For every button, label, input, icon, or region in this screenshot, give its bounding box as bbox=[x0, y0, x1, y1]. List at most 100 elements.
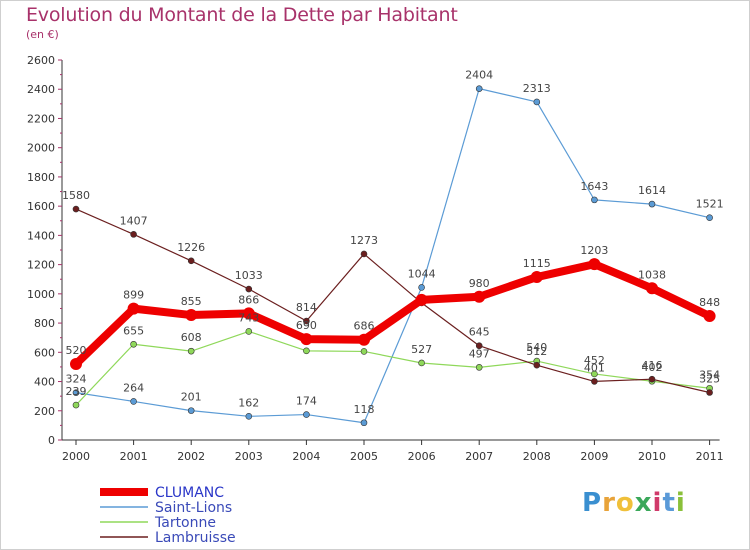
data-label: 743 bbox=[238, 311, 259, 324]
data-label: 686 bbox=[354, 320, 375, 333]
data-point bbox=[130, 231, 137, 238]
series-line-clumanc bbox=[72, 260, 714, 368]
data-label: 325 bbox=[699, 373, 720, 386]
legend-label: CLUMANC bbox=[155, 485, 224, 501]
data-label: 239 bbox=[66, 385, 87, 398]
data-point bbox=[703, 310, 716, 323]
data-point bbox=[360, 250, 368, 258]
data-label: 1521 bbox=[696, 198, 724, 211]
data-label: 162 bbox=[238, 396, 259, 409]
data-point bbox=[70, 358, 82, 370]
data-point bbox=[72, 205, 80, 213]
y-tick-label: 2600 bbox=[27, 54, 55, 67]
data-point bbox=[187, 347, 195, 355]
x-tick-label: 2008 bbox=[523, 450, 551, 463]
data-label: 608 bbox=[181, 331, 202, 344]
data-label: 855 bbox=[181, 295, 202, 308]
x-tick-label: 2011 bbox=[696, 450, 724, 463]
data-point bbox=[360, 348, 368, 355]
data-label: 1033 bbox=[235, 269, 263, 282]
data-point bbox=[358, 333, 370, 346]
y-tick-label: 1000 bbox=[27, 288, 55, 301]
data-point bbox=[706, 389, 713, 396]
legend-label: Tartonne bbox=[154, 515, 216, 531]
data-point bbox=[245, 413, 253, 420]
data-point bbox=[706, 214, 713, 221]
data-point bbox=[72, 389, 80, 396]
data-point bbox=[475, 85, 483, 92]
proxiti-logo: Proxiti bbox=[582, 488, 686, 518]
data-point bbox=[303, 347, 310, 355]
series-line-tartonne bbox=[75, 330, 711, 406]
x-tick-label: 2006 bbox=[408, 450, 436, 463]
data-label: 814 bbox=[296, 301, 317, 314]
data-label: 1044 bbox=[408, 267, 436, 280]
series-line-saint-lions bbox=[75, 88, 711, 424]
y-tick-label: 1400 bbox=[27, 229, 55, 242]
data-point bbox=[360, 419, 368, 427]
data-point bbox=[473, 290, 486, 303]
data-point bbox=[303, 411, 310, 418]
data-point bbox=[245, 328, 253, 335]
data-point bbox=[300, 333, 313, 346]
data-point bbox=[185, 309, 198, 322]
data-label: 899 bbox=[123, 289, 144, 302]
data-label: 324 bbox=[66, 373, 87, 386]
data-label: 540 bbox=[526, 341, 547, 354]
data-label: 2404 bbox=[465, 69, 493, 82]
data-point bbox=[187, 257, 195, 265]
data-label: 264 bbox=[123, 381, 144, 394]
data-point bbox=[591, 196, 598, 204]
y-tick-label: 800 bbox=[34, 317, 55, 330]
data-label: 118 bbox=[354, 403, 375, 416]
data-label: 416 bbox=[642, 359, 663, 372]
data-point bbox=[591, 370, 598, 378]
x-tick-label: 2002 bbox=[177, 450, 205, 463]
data-point bbox=[475, 342, 483, 350]
x-tick-label: 2007 bbox=[465, 450, 493, 463]
data-label: 520 bbox=[66, 344, 87, 357]
y-tick-label: 0 bbox=[48, 434, 55, 447]
data-point bbox=[530, 271, 543, 284]
y-tick-label: 200 bbox=[34, 405, 55, 418]
data-label: 1038 bbox=[638, 268, 666, 281]
data-point bbox=[245, 285, 253, 293]
data-label: 2313 bbox=[523, 82, 551, 95]
data-label: 1115 bbox=[523, 257, 551, 270]
data-point bbox=[588, 258, 601, 271]
data-label: 1580 bbox=[62, 189, 90, 202]
data-label: 401 bbox=[584, 361, 605, 374]
x-tick-label: 2000 bbox=[62, 450, 90, 463]
data-point bbox=[533, 361, 541, 369]
data-point bbox=[72, 401, 80, 409]
x-tick-label: 2009 bbox=[580, 450, 608, 463]
x-tick-label: 2005 bbox=[350, 450, 378, 463]
data-point bbox=[591, 378, 598, 385]
data-label: 1226 bbox=[177, 241, 205, 254]
data-label: 848 bbox=[699, 296, 720, 309]
y-tick-label: 600 bbox=[34, 346, 55, 359]
y-tick-label: 2200 bbox=[27, 112, 55, 125]
data-point bbox=[130, 340, 137, 348]
y-tick-label: 400 bbox=[34, 376, 55, 389]
data-label: 866 bbox=[238, 293, 259, 306]
x-tick-label: 2001 bbox=[120, 450, 148, 463]
data-label: 497 bbox=[469, 347, 490, 360]
data-label: 1407 bbox=[120, 214, 148, 227]
series-line-lambruisse bbox=[75, 208, 711, 394]
data-label: 980 bbox=[469, 277, 490, 290]
data-point bbox=[187, 407, 195, 414]
data-label: 452 bbox=[584, 354, 605, 367]
data-point bbox=[130, 398, 137, 405]
data-point bbox=[648, 200, 656, 208]
data-point bbox=[418, 284, 425, 291]
data-point bbox=[127, 302, 140, 315]
data-label: 354 bbox=[699, 368, 720, 381]
data-label: 690 bbox=[296, 319, 317, 332]
data-label: 1203 bbox=[580, 244, 608, 257]
x-tick-label: 2004 bbox=[292, 450, 320, 463]
data-label: 655 bbox=[123, 324, 144, 337]
y-tick-label: 2000 bbox=[27, 142, 55, 155]
data-point bbox=[418, 359, 425, 367]
